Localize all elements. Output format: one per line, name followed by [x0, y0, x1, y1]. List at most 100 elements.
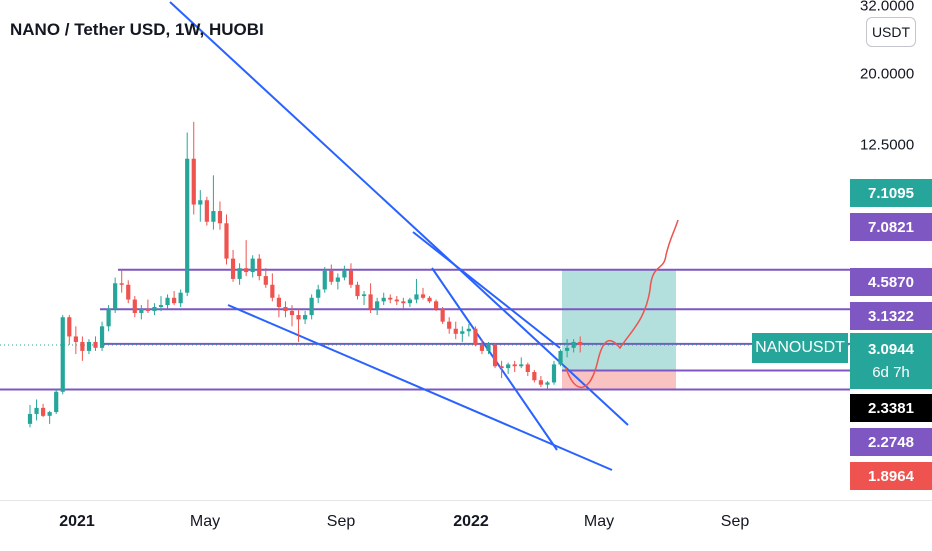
time-scale[interactable]: 2021 May Sep 2022 May Sep [0, 500, 932, 551]
candle-body [381, 297, 386, 302]
symbol-tag: NANOUSDT [752, 333, 848, 363]
x-tick-label: Sep [720, 513, 750, 530]
candle-body [54, 391, 59, 413]
candle-body [27, 413, 33, 424]
candle-body [375, 301, 380, 309]
candle-body [145, 308, 150, 311]
candle-body [466, 328, 471, 332]
candle-body [355, 284, 360, 297]
candle-body [565, 347, 570, 351]
x-tick-label: May [189, 513, 221, 530]
trendline [169, 1, 629, 426]
candle-body [453, 328, 458, 334]
candle-body [113, 283, 118, 309]
candle-body [303, 315, 308, 320]
candle-body [479, 344, 485, 351]
candle-body [165, 297, 170, 306]
candle-body [185, 158, 190, 293]
y-tick-label: 20.0000 [860, 65, 915, 83]
candle-body [250, 258, 255, 273]
candle-body [257, 258, 262, 277]
price-tag-high: 7.1095 [850, 179, 932, 207]
price-tag-low: 1.8964 [850, 462, 932, 490]
chart-pane[interactable]: NANO / Tether USD, 1W, HUOBI [0, 0, 850, 500]
chart-canvas[interactable] [0, 0, 850, 500]
candle-body [296, 315, 301, 320]
candle-body [178, 292, 183, 304]
candle-body [388, 297, 393, 300]
candle-body [571, 341, 576, 348]
candle-body [211, 211, 216, 222]
candle-body [525, 364, 530, 372]
candle-body [440, 308, 445, 322]
candle-body [551, 364, 557, 383]
candle-body [263, 276, 268, 285]
candle-body [545, 382, 550, 385]
price-tag-level-3: 3.1322 [850, 302, 932, 330]
candle-body [414, 294, 419, 300]
candle-body [198, 200, 203, 205]
candle-body [335, 277, 340, 282]
candle-body [93, 341, 98, 348]
chart-title: NANO / Tether USD, 1W, HUOBI [10, 20, 264, 39]
candle-body [407, 299, 412, 304]
x-tick-label: 2022 [453, 513, 489, 530]
price-tag-level-2: 4.5870 [850, 268, 932, 296]
currency-button[interactable]: USDT [866, 17, 916, 47]
candle-body [427, 297, 432, 302]
candle-body [473, 328, 478, 345]
candle-body [60, 317, 65, 392]
candle-body [80, 341, 85, 351]
candle-body [309, 297, 314, 316]
x-tick-label: May [583, 513, 615, 530]
candle-body [460, 331, 465, 334]
price-tag-level-5: 2.2748 [850, 428, 932, 456]
candle-body [532, 371, 537, 381]
candle-body [368, 294, 373, 309]
candle-body [34, 407, 39, 414]
candle-body [538, 380, 543, 385]
candle-body [519, 364, 524, 367]
candle-body [447, 321, 452, 329]
candle-body [41, 407, 46, 416]
candle-body [132, 299, 137, 313]
countdown-label: 6d 7h [872, 364, 910, 381]
candle-body [329, 270, 334, 282]
x-tick-label: 2021 [59, 513, 95, 530]
candle-body [158, 305, 164, 307]
candle-body [237, 268, 242, 279]
candle-body [106, 308, 111, 327]
trendline [412, 231, 561, 349]
candle-body [152, 306, 157, 311]
y-tick-label: 12.5000 [860, 136, 915, 154]
candle-body [434, 301, 439, 309]
candle-body [348, 270, 354, 285]
stop-zone [562, 370, 676, 390]
candle-body [47, 412, 52, 416]
candle-body [86, 341, 92, 351]
candle-body [316, 289, 321, 298]
candle-body [99, 326, 105, 348]
candle-body [191, 158, 196, 205]
candle-body [217, 211, 223, 224]
candle-body [270, 284, 275, 298]
projection-path [565, 219, 679, 389]
x-tick-label: Sep [326, 513, 356, 530]
candle-body [119, 283, 124, 285]
candle-body [342, 270, 347, 278]
price-tag-current: 3.0944 6d 7h [850, 333, 932, 389]
candle-body [73, 336, 78, 342]
candle-body [172, 297, 177, 304]
candle-body [289, 310, 295, 316]
y-tick-label: 32.0000 [860, 0, 915, 15]
candle-body [420, 294, 426, 298]
candle-body [283, 306, 288, 311]
candle-body [322, 270, 327, 290]
price-scale[interactable]: 32.0000 20.0000 12.5000 7.1095 7.0821 4.… [850, 0, 932, 500]
candle-body [230, 258, 236, 279]
trendline [227, 304, 613, 471]
candle-body [506, 364, 511, 369]
candle-body [394, 299, 399, 302]
candle-body [139, 308, 144, 313]
candle-body [486, 344, 491, 351]
